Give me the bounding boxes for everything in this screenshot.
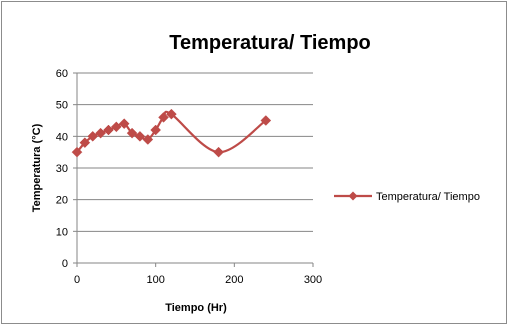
y-tick-label: 0 <box>62 258 68 270</box>
series-temperatura <box>71 108 272 158</box>
x-tick-label: 0 <box>74 274 80 286</box>
y-tick-label: 40 <box>56 131 68 143</box>
legend-label: Temperatura/ Tiempo <box>376 191 480 203</box>
data-point <box>260 115 272 126</box>
data-point <box>95 127 106 139</box>
data-point <box>87 130 99 142</box>
data-point <box>166 108 177 120</box>
y-tick-labels: 0 10 20 30 40 50 60 <box>56 68 68 270</box>
data-point <box>110 121 122 133</box>
data-point <box>213 146 224 158</box>
data-point <box>134 130 146 142</box>
legend: Temperatura/ Tiempo <box>334 191 480 203</box>
y-tick-label: 10 <box>56 226 68 238</box>
x-tick-labels: 0 100 200 300 <box>74 274 322 286</box>
x-tick-label: 300 <box>304 274 322 286</box>
x-tick-label: 200 <box>225 274 243 286</box>
axes <box>73 72 314 267</box>
data-point <box>71 146 83 158</box>
data-point <box>126 127 138 139</box>
y-tick-label: 20 <box>56 195 68 207</box>
gridlines <box>77 72 313 232</box>
data-point <box>79 137 91 149</box>
y-axis-title: Temperatura (°C) <box>31 123 43 212</box>
x-axis-title: Tiempo (Hr) <box>165 302 227 314</box>
data-point <box>142 134 154 145</box>
y-tick-label: 30 <box>56 163 68 175</box>
y-tick-label: 50 <box>56 100 68 112</box>
data-point <box>118 118 130 130</box>
data-point <box>150 124 162 136</box>
y-tick-label: 60 <box>56 68 68 80</box>
data-point <box>158 111 169 123</box>
data-point <box>103 124 114 136</box>
chart-title: Temperatura/ Tiempo <box>169 32 371 54</box>
x-tick-label: 100 <box>146 274 164 286</box>
legend-marker <box>348 191 358 201</box>
